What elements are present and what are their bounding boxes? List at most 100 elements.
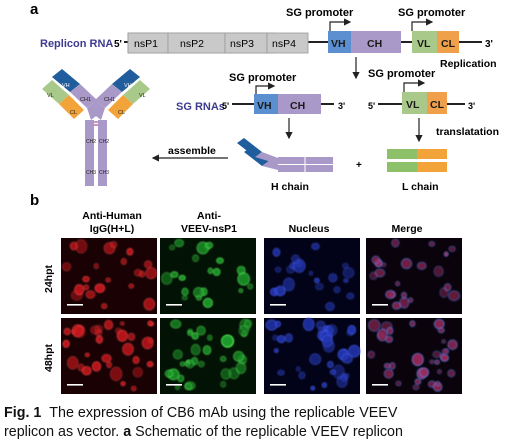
micrograph-merge-48hpt (366, 318, 462, 394)
micrograph-grid (61, 238, 462, 394)
cell (84, 352, 90, 358)
cell (272, 334, 279, 341)
l-chain-protein (387, 149, 447, 172)
sg-promoter-label-1: SG promoter (286, 7, 354, 19)
sg-promoter-label-2: SG promoter (398, 7, 466, 19)
cell (120, 258, 127, 266)
cell (343, 278, 349, 283)
micrograph-merge-24hpt (366, 238, 462, 314)
cell (385, 335, 393, 343)
cell (145, 267, 157, 280)
antibody-vl-left: VL (47, 93, 54, 99)
cell (170, 271, 179, 278)
replicon-ch-label: CH (367, 38, 382, 50)
cell (325, 302, 335, 311)
antibody-ch1-right: CH1 (104, 97, 115, 103)
cell (409, 320, 416, 327)
cell (61, 262, 72, 272)
replicon-vl-box (412, 31, 437, 53)
cell (126, 247, 134, 256)
caption-figure-label: Fig. 1 (4, 405, 42, 421)
antibody-vh-left: VH (62, 83, 70, 89)
cell (181, 295, 188, 301)
cell (238, 325, 249, 337)
cell (309, 353, 322, 365)
cell (310, 385, 316, 391)
sg-rna-vh-box (254, 94, 278, 114)
cell (443, 283, 452, 292)
panel-a-label: a (30, 1, 39, 18)
sg-rna-vh-label: VH (257, 100, 272, 112)
cell (284, 333, 293, 343)
cell (314, 277, 320, 284)
cell (103, 320, 114, 330)
column-header-nucleus: Nucleus (289, 223, 330, 235)
antibody-ch3-right: CH3 (99, 170, 109, 176)
cell (326, 324, 338, 337)
sg-rna-l-five-prime: 5' (368, 101, 375, 111)
scale-bar (67, 304, 83, 306)
cell (275, 320, 281, 328)
cell (395, 280, 401, 287)
cell (62, 339, 70, 348)
cell (447, 369, 456, 378)
antibody-vh-right: VH (124, 83, 132, 89)
cell (109, 366, 123, 381)
replicon-five-prime: 5' (114, 39, 122, 50)
plus-sign: + (356, 160, 362, 171)
replicon-cl-label: CL (441, 38, 456, 50)
cell (437, 368, 442, 375)
cell (344, 373, 350, 379)
nsp1-label: nsP1 (134, 38, 158, 50)
cell (368, 319, 381, 332)
cell (247, 283, 254, 290)
cell (82, 275, 90, 283)
cell (321, 382, 327, 388)
cell (273, 348, 279, 354)
cell (412, 384, 420, 391)
cell (276, 335, 286, 344)
cell (77, 363, 85, 372)
cell (333, 286, 341, 294)
cell (85, 290, 96, 299)
cell (116, 329, 128, 342)
micrograph-igg-48hpt (61, 318, 157, 394)
cell (434, 359, 440, 365)
cell (400, 291, 407, 299)
translatation-label: translatation (436, 126, 499, 138)
h-chain-protein (237, 138, 333, 172)
cell (220, 368, 232, 380)
cell (433, 265, 444, 277)
caption-panel-a-ref: a (123, 424, 132, 440)
replicon-three-prime: 3' (485, 39, 493, 50)
cell (196, 325, 206, 336)
cell (329, 369, 337, 375)
cell (127, 332, 136, 341)
cell (90, 325, 101, 335)
cell (437, 327, 445, 334)
antibody-ch2-right: CH2 (99, 139, 109, 145)
cell (122, 342, 134, 356)
cell (395, 380, 402, 387)
cell (308, 270, 314, 276)
figure-caption: Fig. 1 The expression of CB6 mAb using t… (4, 404, 527, 447)
replicon-rna-label: Replicon RNA (40, 38, 113, 50)
cell (132, 367, 143, 378)
cell (216, 257, 224, 264)
cell (63, 327, 71, 336)
cell (376, 328, 388, 342)
cell (298, 371, 306, 380)
cell (386, 326, 394, 335)
cell (134, 269, 143, 277)
cell (174, 239, 184, 248)
sg-rna-vl-label: VL (406, 99, 420, 111)
cell (195, 294, 203, 301)
cell (440, 353, 449, 362)
cell (169, 244, 176, 251)
cell (101, 354, 112, 363)
antibody-ch3-left: CH3 (86, 170, 96, 176)
sg-rna-ch-box (278, 94, 321, 114)
cell (101, 303, 108, 310)
sg-rna-ch-label: CH (290, 100, 305, 112)
cell (432, 350, 442, 358)
